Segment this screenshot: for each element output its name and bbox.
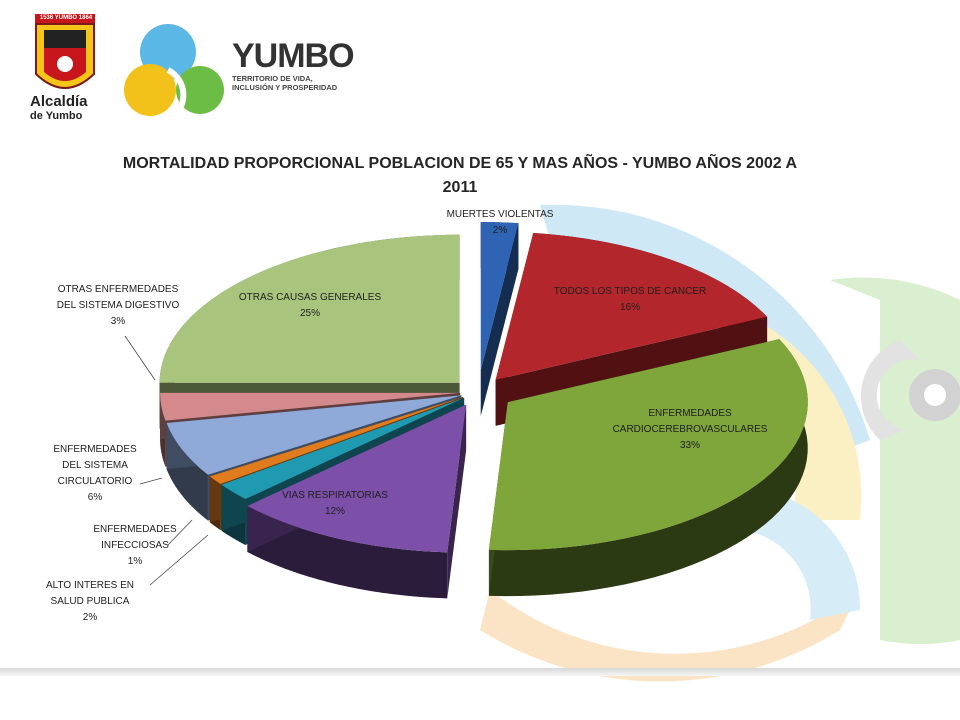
alcaldia-yumbo-logo	[35, 14, 95, 89]
label-infecciosas-name-1: ENFERMEDADES	[93, 524, 177, 535]
label-alto-interes-name-1: ALTO INTERES EN	[46, 580, 134, 591]
pie-slice-3	[247, 404, 467, 599]
alcaldia-name-line1: Alcaldía	[30, 93, 88, 110]
pie-slice-side-3-0	[447, 404, 467, 599]
yumbo-tagline-line2: INCLUSIÓN Y PROSPERIDAD	[232, 83, 338, 92]
label-cardio: ENFERMEDADES CARDIOCEREBROVASCULARES 33%	[590, 406, 790, 454]
label-respiratorias-pct: 12%	[324, 506, 345, 517]
label-alto-interes-name-2: SALUD PUBLICA	[50, 596, 130, 607]
pie-slice-top-6	[166, 395, 462, 475]
label-infecciosas: ENFERMEDADES INFECCIOSAS 1%	[80, 522, 190, 570]
label-cardio-name-2: CARDIOCEREBROVASCULARES	[612, 424, 768, 435]
footer-divider	[0, 668, 960, 676]
label-infecciosas-name-2: INFECCIOSAS	[101, 540, 169, 551]
label-otras-causas-name: OTRAS CAUSAS GENERALES	[238, 292, 382, 303]
label-alto-interes-pct: 2%	[82, 612, 98, 623]
pie-slice-top-2	[488, 339, 808, 551]
alcaldia-name-line2: de Yumbo	[30, 110, 83, 122]
pie-slice-wall-3	[247, 505, 448, 599]
label-cancer-pct: 16%	[619, 302, 640, 313]
yumbo-tagline: TERRITORIO DE VIDA, INCLUSIÓN Y PROSPERI…	[232, 74, 337, 92]
leader-line-alto-interes	[149, 534, 209, 586]
label-muertes-violentas-name: MUERTES VIOLENTAS	[446, 209, 554, 220]
pie-slice-top-0	[480, 222, 519, 371]
label-cancer-name: TODOS LOS TIPOS DE CANCER	[553, 286, 707, 297]
label-cancer: TODOS LOS TIPOS DE CANCER 16%	[535, 284, 725, 316]
label-cardio-pct: 33%	[679, 440, 700, 451]
label-digestivo-pct: 3%	[110, 316, 126, 327]
yumbo-brand: YUMBO	[232, 37, 355, 75]
pie-slice-top-7	[160, 392, 461, 421]
label-digestivo: OTRAS ENFERMEDADES DEL SISTEMA DIGESTIVO…	[48, 282, 188, 330]
gear-icon	[909, 369, 960, 421]
label-otras-causas-pct: 25%	[299, 308, 320, 319]
alcaldia-banner: 1536 YUMBO 1864	[39, 15, 93, 21]
leader-line-circulatorio	[139, 477, 163, 485]
pie-slice-side-0-1	[480, 223, 519, 417]
pie-slice-top-3	[247, 404, 467, 553]
yumbo-logo	[124, 24, 224, 120]
label-circulatorio-name-1: ENFERMEDADES	[53, 444, 137, 455]
label-infecciosas-pct: 1%	[127, 556, 143, 567]
leader-line-infecciosas	[167, 519, 193, 546]
pie-slice-top-5	[209, 397, 464, 485]
pie-slice-2	[488, 339, 808, 597]
label-alto-interes: ALTO INTERES EN SALUD PUBLICA 2%	[30, 578, 150, 626]
pie-slice-0	[480, 222, 519, 417]
yumbo-tagline-line1: TERRITORIO DE VIDA,	[232, 74, 313, 83]
label-circulatorio: ENFERMEDADES DEL SISTEMA CIRCULATORIO 6%	[40, 442, 150, 506]
pie-slice-top-1	[495, 233, 768, 380]
label-respiratorias: VIAS RESPIRATORIAS 12%	[255, 488, 415, 520]
label-respiratorias-name: VIAS RESPIRATORIAS	[282, 490, 388, 501]
label-otras-causas: OTRAS CAUSAS GENERALES 25%	[225, 290, 395, 322]
label-circulatorio-name-2: DEL SISTEMA	[62, 460, 128, 471]
label-circulatorio-pct: 6%	[87, 492, 103, 503]
label-muertes-violentas: MUERTES VIOLENTAS 2%	[430, 207, 570, 239]
bg-hand-shape	[861, 340, 920, 440]
leader-line-digestivo	[124, 335, 156, 381]
bg-arc-orange	[480, 590, 860, 682]
alcaldia-name: Alcaldía de Yumbo	[30, 94, 105, 123]
chart-title-line1: MORTALIDAD PROPORCIONAL POBLACION DE 65 …	[122, 155, 798, 172]
label-cardio-name-1: ENFERMEDADES	[648, 408, 732, 419]
label-muertes-violentas-pct: 2%	[492, 225, 508, 236]
bg-arc-green	[830, 277, 960, 645]
label-digestivo-name-1: OTRAS ENFERMEDADES	[57, 284, 179, 295]
pie-slice-wall-2	[488, 339, 808, 597]
pie-slice-top-8	[159, 234, 460, 383]
chart-title-line2: 2011	[442, 179, 478, 196]
chart-title: MORTALIDAD PROPORCIONAL POBLACION DE 65 …	[110, 152, 810, 200]
label-circulatorio-name-3: CIRCULATORIO	[57, 476, 133, 487]
label-digestivo-name-2: DEL SISTEMA DIGESTIVO	[56, 300, 180, 311]
pie-slice-top-4	[221, 397, 465, 500]
